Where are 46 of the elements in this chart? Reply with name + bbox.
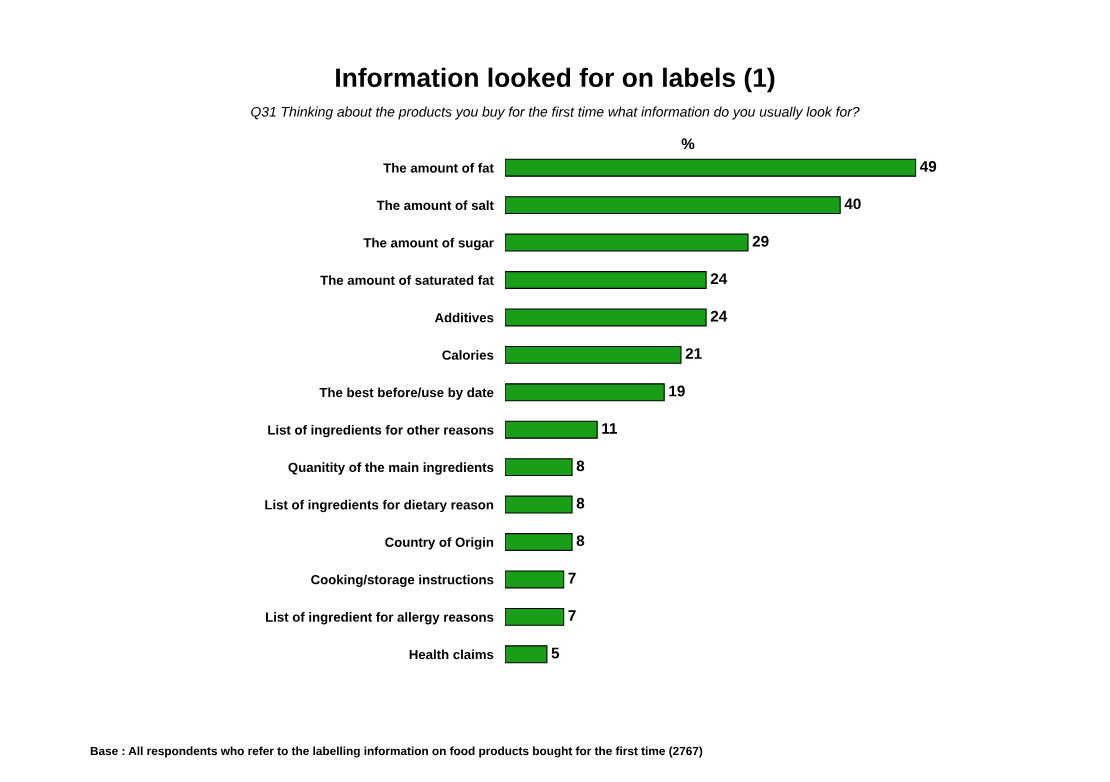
data-label: 11 xyxy=(602,423,618,434)
y-tick-label: List of ingredients for dietary reason xyxy=(265,499,494,513)
bar xyxy=(505,383,665,402)
y-tick-label: Health claims xyxy=(409,649,494,660)
bar xyxy=(505,420,598,439)
bar xyxy=(505,271,707,289)
data-label: 24 xyxy=(710,273,728,284)
bar xyxy=(505,570,565,589)
data-label: 8 xyxy=(576,460,585,472)
chart-title: Information looked for on labels (1) xyxy=(336,67,775,93)
chart-subtitle: Q31 Thinking about the products you buy for the first time what information do you usually look for? xyxy=(251,106,860,120)
data-label: 7 xyxy=(568,610,576,621)
y-tick-label: List of ingredients for other reasons xyxy=(268,424,494,438)
y-tick-label: The best before/use by date xyxy=(319,387,494,400)
text: Base : All respondents who refer to the labelling information on food products bought for the first time (2767) xyxy=(90,746,703,758)
y-tick-label: Country of Origin xyxy=(385,537,494,550)
x-axis-title: % xyxy=(681,138,695,150)
data-label: 5 xyxy=(551,647,560,659)
bar xyxy=(505,607,565,626)
data-label: 29 xyxy=(752,235,769,247)
bar xyxy=(505,233,749,252)
data-label: 24 xyxy=(710,310,728,322)
y-tick-label: Cooking/storage instructions xyxy=(311,574,494,588)
bar xyxy=(505,458,573,477)
data-label: 8 xyxy=(576,535,585,547)
y-tick-label: The amount of salt xyxy=(376,200,494,211)
y-tick-label: List of ingredient for allergy reasons xyxy=(266,612,494,625)
data-label: 8 xyxy=(576,497,585,509)
bar xyxy=(505,495,573,514)
data-label: 7 xyxy=(568,572,576,584)
y-tick-label: The amount of sugar xyxy=(363,237,494,251)
bar xyxy=(505,158,917,177)
data-label: 40 xyxy=(844,198,861,210)
bar xyxy=(505,533,573,551)
bar xyxy=(505,345,682,364)
y-tick-label: Quanitity of the main ingredients xyxy=(288,462,494,475)
data-label: 49 xyxy=(919,161,937,172)
bar xyxy=(505,308,707,327)
y-tick-label: The amount of fat xyxy=(383,162,494,173)
y-tick-label: The amount of saturated fat xyxy=(320,275,494,285)
y-tick-label: Calories xyxy=(442,350,494,360)
bar xyxy=(505,645,548,664)
data-label: 21 xyxy=(685,348,702,359)
bar xyxy=(505,196,841,215)
y-tick-label: Additives xyxy=(434,312,494,323)
data-label: 19 xyxy=(669,385,685,397)
